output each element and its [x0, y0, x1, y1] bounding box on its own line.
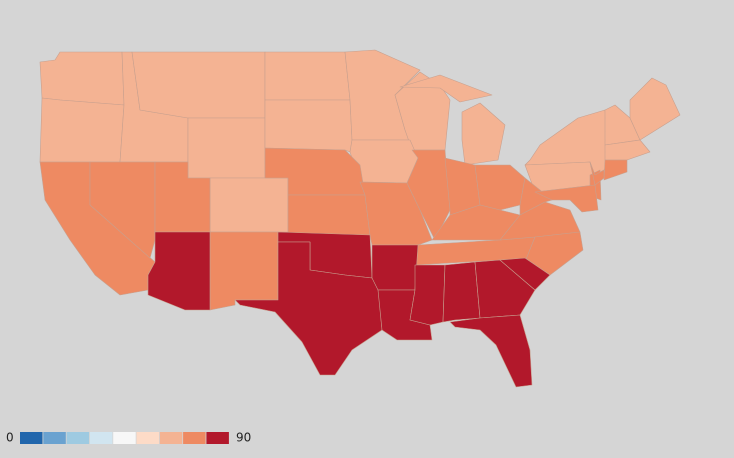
state [287, 194, 371, 236]
states [39, 49, 681, 388]
legend-swatch [159, 432, 183, 444]
state [409, 264, 446, 326]
state [474, 164, 526, 211]
state [603, 159, 628, 181]
state [209, 177, 289, 233]
state [264, 99, 353, 153]
state [449, 314, 533, 388]
state [499, 257, 551, 291]
legend-max-label: 90 [236, 431, 251, 445]
state [474, 259, 536, 319]
state [234, 241, 383, 376]
state [399, 74, 493, 103]
legend: 0 90 [6, 431, 251, 445]
legend-swatch [136, 432, 159, 444]
legend-swatch [206, 432, 229, 444]
state [461, 102, 506, 166]
state [629, 77, 681, 141]
legend-swatch [20, 432, 43, 444]
state [209, 231, 279, 311]
legend-swatch [183, 432, 206, 444]
state [589, 161, 605, 186]
state [442, 261, 481, 323]
state [264, 51, 351, 101]
legend-swatch [66, 432, 90, 444]
state [131, 51, 266, 119]
state [187, 117, 266, 179]
state [39, 97, 125, 163]
state [604, 139, 651, 161]
state [371, 244, 419, 291]
state [394, 71, 451, 151]
state [147, 231, 211, 311]
legend-min-label: 0 [6, 431, 14, 445]
legend-swatch [43, 432, 66, 444]
legend-swatch [89, 432, 113, 444]
state [89, 161, 156, 259]
legend-swatch [113, 432, 136, 444]
